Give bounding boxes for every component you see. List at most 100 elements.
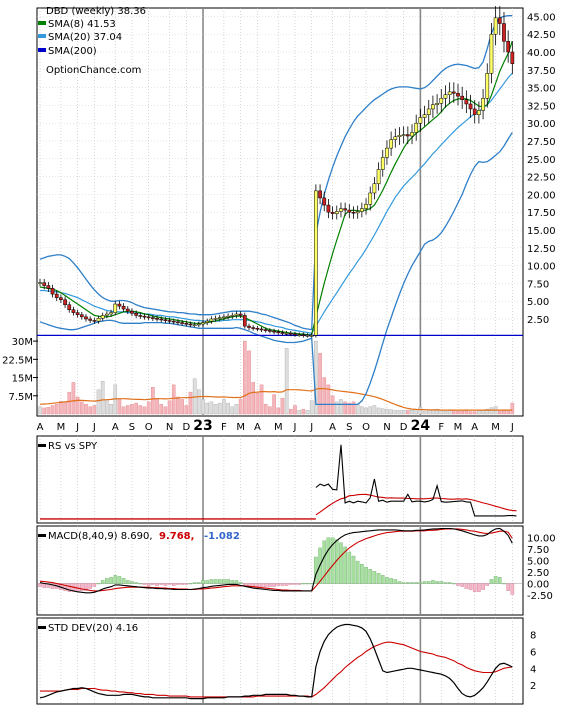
candle-body [213, 318, 218, 320]
macd-tick-label: 5.00 [527, 556, 549, 567]
x-tick-label: N [166, 422, 173, 433]
y-tick-label: 35.00 [527, 84, 556, 95]
candle-body [351, 211, 356, 214]
candle-body [192, 324, 197, 326]
candle-body [46, 285, 51, 289]
volume-bar [243, 340, 247, 415]
y-tick-label: 27.50 [527, 137, 556, 148]
volume-bar [326, 384, 331, 415]
macd-histogram-bar [176, 583, 180, 585]
macd-histogram-bar [506, 583, 510, 591]
volume-bar [309, 400, 314, 415]
candle-body [426, 108, 431, 115]
volume-bar [238, 399, 243, 415]
candle-body [180, 322, 184, 324]
volume-bar [468, 411, 473, 415]
stddev-title: STD DEV(20) 4.16 [48, 623, 138, 634]
candle-body [88, 318, 93, 321]
legend-sma20: SMA(20) 37.04 [48, 32, 122, 43]
legend-swatch-sma200 [38, 48, 46, 52]
macd-histogram-bar [113, 575, 118, 584]
candle-body [477, 110, 481, 115]
volume-bar [510, 402, 515, 415]
candle-body [364, 204, 368, 209]
candle-body [196, 323, 201, 326]
candle-body [481, 98, 485, 111]
macd-histogram-bar [238, 582, 243, 584]
volume-bar [84, 404, 88, 415]
macd-histogram-bar [485, 583, 490, 586]
volume-bar [201, 399, 205, 415]
candle-body [247, 325, 251, 328]
candle-body [405, 134, 410, 137]
x-tick-label: A [471, 422, 478, 433]
volume-bar [406, 410, 410, 415]
macd-legend: MACD(8,40,9) 8.690, 9.768, -1.082 [38, 531, 240, 542]
macd-histogram-bar [293, 583, 297, 585]
macd-histogram-bar [109, 577, 113, 584]
legend-swatch-sma20 [38, 34, 46, 38]
volume-bar [222, 399, 226, 415]
price-title: DBD (weekly) 38.36 [46, 6, 146, 17]
volume-bar [213, 404, 218, 415]
volume-bar [334, 401, 339, 415]
macd-histogram-bar [493, 576, 498, 584]
macd-histogram-bar [197, 582, 201, 584]
macd-histogram-bar [339, 542, 343, 584]
volume-bar [217, 402, 222, 415]
macd-histogram-bar [280, 583, 285, 586]
volume-bar [410, 409, 414, 415]
candle-body [339, 208, 343, 212]
candle-body [397, 135, 402, 137]
y-tick-label: 25.00 [527, 155, 556, 166]
volume-bar [360, 406, 364, 415]
candle-body [75, 312, 80, 315]
macd-histogram-bar [309, 583, 314, 585]
candle-body [502, 23, 506, 42]
candle-body [163, 319, 168, 321]
candle-body [510, 51, 515, 64]
candle-body [167, 320, 172, 322]
rs-line [315, 444, 517, 517]
sma8-line [39, 40, 513, 336]
candle-body [134, 313, 138, 316]
candle-body [293, 333, 297, 336]
candle-body [464, 99, 469, 105]
y-tick-label: 17.50 [527, 208, 556, 219]
volume-bar [485, 408, 490, 415]
stddev-tick-label: 6 [530, 647, 536, 658]
macd-histogram-bar [481, 583, 485, 590]
macd-panel-frame [36, 525, 524, 616]
macd-histogram-bar [393, 579, 398, 584]
legend-sma8: SMA(8) 41.53 [48, 19, 116, 30]
volume-bar [472, 411, 477, 415]
volume-bar [364, 407, 368, 415]
sma20-line [40, 72, 513, 334]
stddev-average-line [40, 641, 513, 698]
candle-body [439, 98, 444, 104]
volume-bar [163, 406, 168, 415]
volume-bar [109, 404, 113, 415]
macd-tick-label: -2.50 [527, 591, 553, 602]
x-tick-label: A [329, 422, 336, 433]
macd-histogram-bar [171, 583, 176, 586]
candle-body [217, 317, 222, 319]
macd-histogram-bar [217, 579, 222, 584]
volume-bar [414, 409, 419, 415]
x-tick-label: J [293, 422, 297, 433]
volume-bar [259, 384, 264, 415]
candle-body [343, 208, 347, 211]
macd-histogram-bar [100, 580, 105, 584]
volume-bar [426, 410, 431, 415]
legend-swatch-macd [38, 534, 46, 537]
volume-bar [263, 404, 268, 415]
candle-body [238, 313, 243, 316]
candle-body [497, 17, 502, 24]
candle-body [272, 330, 276, 333]
y-tick-label: 42.50 [527, 30, 556, 41]
candle-body [360, 208, 364, 212]
y-tick-label: 10.00 [527, 262, 556, 273]
macd-tick-label: 2.50 [527, 568, 549, 579]
rs-panel-frame [36, 435, 524, 524]
x-tick-label: S [129, 422, 135, 433]
